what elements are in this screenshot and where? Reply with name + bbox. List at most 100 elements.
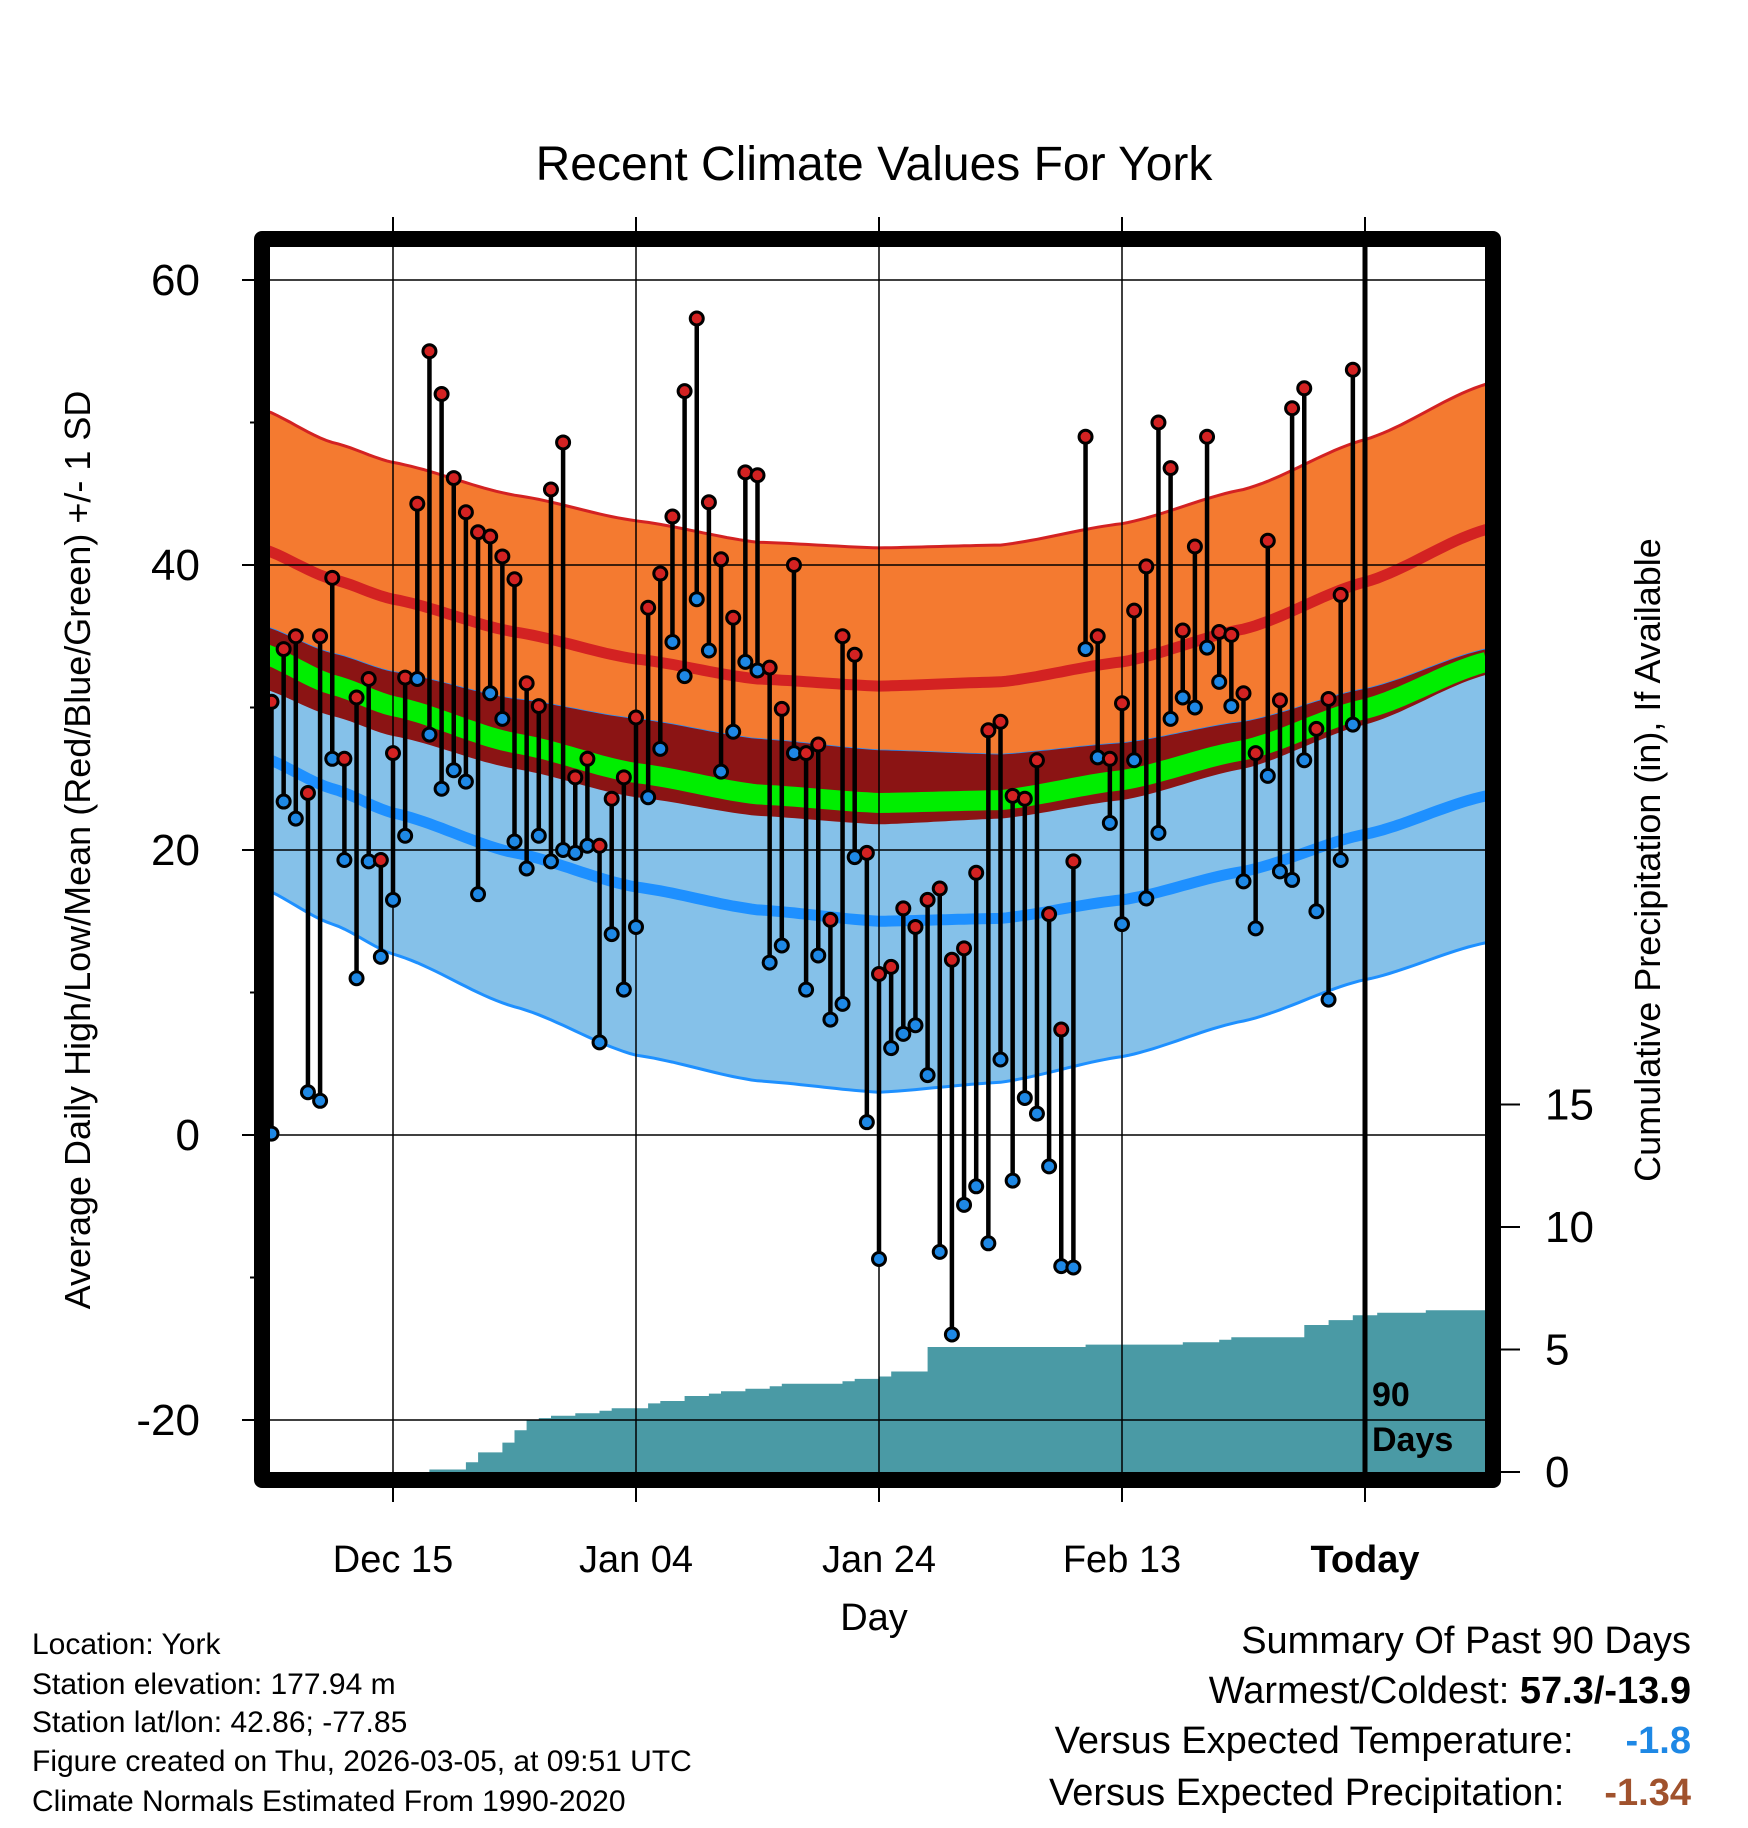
daily-high-point <box>372 851 389 868</box>
daily-high-point <box>530 698 547 715</box>
daily-low-point <box>737 653 754 670</box>
daily-high-point <box>968 864 985 881</box>
daily-low-point <box>1247 920 1264 937</box>
daily-low-point <box>1041 1158 1058 1175</box>
daily-low-point <box>1211 673 1228 690</box>
daily-low-point <box>1126 752 1143 769</box>
x-tick-label: Today <box>1310 1539 1419 1581</box>
daily-low-point <box>287 810 304 827</box>
daily-high-point <box>287 628 304 645</box>
daily-low-point <box>798 981 815 998</box>
daily-low-point <box>1028 1105 1045 1122</box>
daily-high-point <box>1077 428 1094 445</box>
daily-high-point <box>1028 752 1045 769</box>
daily-high-point <box>1296 380 1313 397</box>
daily-low-point <box>1114 916 1130 933</box>
daily-low-point <box>518 860 535 877</box>
daily-high-point <box>980 722 997 739</box>
daily-low-point <box>1077 641 1094 658</box>
daily-low-point <box>943 1326 960 1343</box>
daily-high-point <box>1065 853 1082 870</box>
y2-tick-label: 10 <box>1545 1203 1594 1252</box>
info-latlon: Station lat/lon: 42.86; -77.85 <box>32 1706 408 1739</box>
daily-high-point <box>773 700 790 717</box>
daily-low-point <box>664 633 681 650</box>
daily-high-point <box>1114 695 1130 712</box>
daily-low-point <box>275 793 292 810</box>
daily-high-point <box>688 310 705 327</box>
daily-high-point <box>615 769 632 786</box>
y-tick-label: 60 <box>151 256 200 305</box>
info-normals: Climate Normals Estimated From 1990-2020 <box>32 1785 626 1818</box>
daily-low-point <box>761 954 778 971</box>
daily-low-point <box>980 1235 997 1252</box>
precip-area <box>270 1310 1485 1472</box>
daily-high-point <box>810 736 827 753</box>
daily-low-point <box>1101 814 1118 831</box>
daily-high-point <box>457 504 474 521</box>
daily-low-point <box>773 937 790 954</box>
y2-tick-label: 5 <box>1545 1326 1569 1375</box>
chart-title: Recent Climate Values For York <box>536 138 1214 191</box>
prcp-value: -1.34 <box>1604 1772 1691 1814</box>
daily-low-point <box>919 1067 936 1084</box>
daily-low-point <box>652 740 669 757</box>
daily-high-point <box>591 837 608 854</box>
daily-low-point <box>1138 890 1155 907</box>
daily-high-point <box>1186 538 1203 555</box>
daily-low-point <box>871 1250 887 1267</box>
daily-high-point <box>652 565 669 582</box>
prcp-label: Versus Expected Precipitation: <box>1048 1772 1565 1814</box>
axes: -20 0 20 40 60 0 5 10 15 Dec 15 Jan 04 Jan 24 Feb 13… <box>136 217 1594 1581</box>
daily-low-point <box>956 1196 973 1213</box>
daily-low-point <box>1308 903 1325 920</box>
daily-high-point <box>270 693 280 710</box>
daily-low-point <box>883 1040 900 1057</box>
daily-low-point <box>482 685 499 702</box>
daily-low-point <box>1174 689 1191 706</box>
daily-low-point <box>542 853 559 870</box>
daily-low-point <box>1235 873 1252 890</box>
x-tick-label: Feb 13 <box>1063 1539 1181 1581</box>
daily-high-point <box>555 434 572 451</box>
daily-high-point <box>336 750 353 767</box>
daily-high-point <box>603 790 620 807</box>
daily-high-point <box>1126 602 1143 619</box>
daily-high-point <box>749 467 766 484</box>
daily-high-point <box>1101 750 1118 767</box>
summary-temp: Versus Expected Temperature: -1.8 <box>1055 1722 1691 1760</box>
x-tick-label: Jan 24 <box>822 1539 936 1581</box>
daily-high-point <box>275 641 292 658</box>
daily-low-point <box>494 710 511 727</box>
daily-high-point <box>348 689 365 706</box>
daily-high-point <box>725 609 742 626</box>
daily-high-point <box>798 745 815 762</box>
daily-high-point <box>445 470 462 487</box>
daily-high-point <box>919 891 936 908</box>
daily-low-point <box>640 789 657 806</box>
daily-high-point <box>956 940 973 957</box>
daily-low-point <box>1065 1259 1082 1276</box>
daily-observations <box>270 310 1361 1343</box>
daily-low-point <box>445 762 462 779</box>
daily-low-point <box>615 981 632 998</box>
daily-low-point <box>1332 851 1349 868</box>
daily-low-point <box>1004 1172 1021 1189</box>
daily-low-point <box>713 763 730 780</box>
daily-high-point <box>871 965 887 982</box>
daily-low-point <box>968 1178 985 1195</box>
daily-high-point <box>761 659 778 676</box>
daily-high-point <box>1041 906 1058 923</box>
info-created: Figure created on Thu, 2026-03-05, at 09… <box>32 1745 692 1778</box>
daily-high-point <box>676 383 693 400</box>
daily-low-point <box>530 827 547 844</box>
daily-high-point <box>1138 558 1155 575</box>
x-tick-label: Jan 04 <box>579 1539 693 1581</box>
daily-low-point <box>409 671 426 687</box>
daily-high-point <box>931 880 948 897</box>
daily-high-point <box>628 709 644 726</box>
daily-high-point <box>846 646 863 663</box>
daily-high-point <box>1089 628 1106 645</box>
daily-high-point <box>409 495 426 512</box>
daily-low-point <box>1320 991 1337 1008</box>
